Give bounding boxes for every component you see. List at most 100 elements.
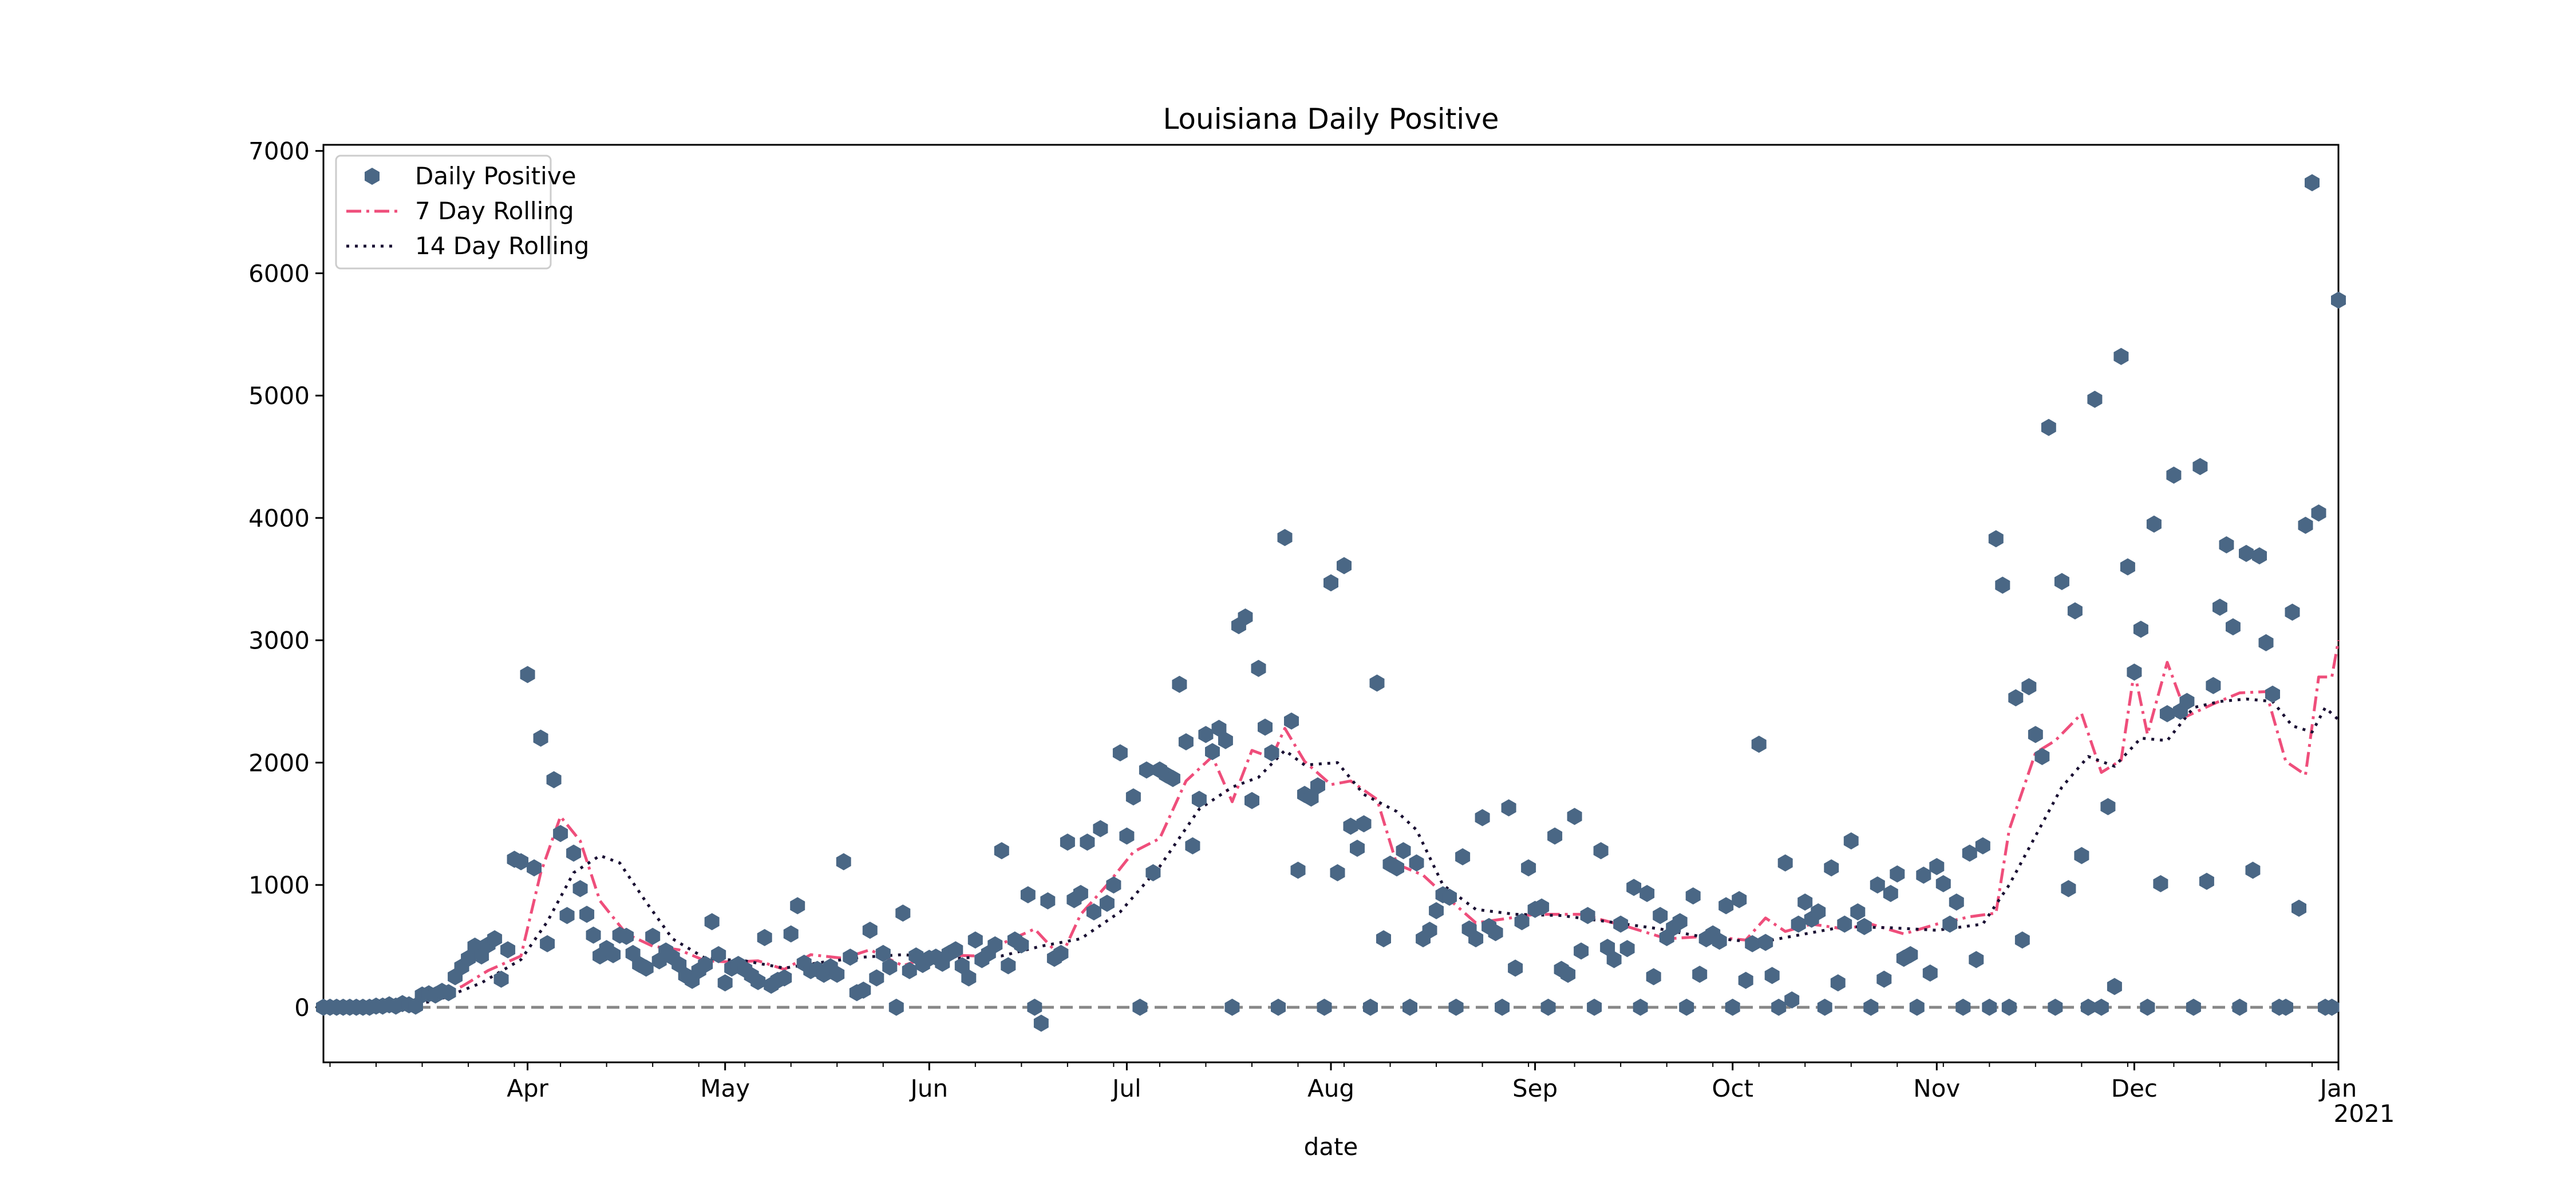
daily-positive-point bbox=[882, 958, 898, 976]
daily-positive-point bbox=[1685, 887, 1701, 905]
daily-positive-point bbox=[1053, 944, 1069, 962]
daily-positive-point bbox=[546, 771, 562, 789]
daily-positive-point bbox=[1587, 998, 1602, 1016]
daily-positive-point bbox=[2199, 872, 2214, 890]
daily-positive-point bbox=[2291, 899, 2306, 917]
x-tick-sublabel: 2021 bbox=[2334, 1100, 2395, 1128]
daily-positive-point bbox=[1600, 939, 1615, 956]
daily-positive-point bbox=[579, 906, 595, 923]
daily-positive-point bbox=[1027, 998, 1042, 1016]
x-tick-label: Nov bbox=[1913, 1074, 1960, 1102]
daily-positive-point bbox=[1935, 875, 1951, 892]
daily-positive-point bbox=[645, 927, 661, 945]
daily-positive-point bbox=[1890, 865, 1905, 883]
y-tick-label: 1000 bbox=[248, 871, 310, 899]
daily-positive-point bbox=[829, 966, 845, 983]
daily-positive-point bbox=[1758, 934, 1773, 951]
daily-positive-point bbox=[869, 969, 884, 987]
daily-positive-point bbox=[1271, 998, 1286, 1016]
daily-positive-point bbox=[704, 913, 720, 931]
daily-positive-point bbox=[1606, 951, 1622, 968]
daily-positive-point bbox=[1145, 864, 1161, 881]
daily-positive-point bbox=[461, 950, 476, 967]
daily-positive-point bbox=[783, 925, 799, 943]
daily-positive-point bbox=[1080, 833, 1095, 851]
daily-positive-point bbox=[2278, 998, 2293, 1016]
daily-positive-point bbox=[1402, 998, 1417, 1016]
daily-positive-point bbox=[1534, 898, 1550, 916]
daily-positive-point bbox=[2127, 663, 2142, 681]
daily-positive-point bbox=[2245, 861, 2261, 879]
daily-positive-point bbox=[572, 880, 588, 897]
daily-positive-point bbox=[1712, 932, 1727, 950]
daily-positive-point bbox=[1922, 964, 1938, 982]
daily-positive-point bbox=[2298, 516, 2313, 534]
daily-positive-point bbox=[1198, 726, 1214, 744]
daily-positive-point bbox=[2113, 347, 2129, 365]
daily-positive-point bbox=[902, 962, 917, 979]
daily-positive-point bbox=[638, 959, 654, 977]
daily-positive-point bbox=[2179, 693, 2195, 710]
daily-positive-point bbox=[1856, 918, 1872, 935]
daily-positive-point bbox=[1653, 907, 1668, 924]
daily-positive-point bbox=[1303, 789, 1319, 807]
daily-positive-point bbox=[1824, 859, 1839, 877]
daily-positive-point bbox=[1376, 930, 1391, 948]
daily-positive-point bbox=[2219, 536, 2234, 553]
daily-positive-point bbox=[2133, 620, 2148, 638]
daily-positive-point bbox=[1580, 907, 1595, 924]
y-tick-label: 4000 bbox=[248, 504, 310, 532]
daily-positive-point bbox=[2087, 390, 2103, 408]
daily-positive-point bbox=[1929, 858, 1945, 875]
x-axis-title: date bbox=[1304, 1133, 1358, 1161]
daily-positive-point bbox=[875, 944, 891, 962]
daily-positive-point bbox=[1172, 675, 1187, 693]
x-tick-label: Jan bbox=[2318, 1074, 2357, 1102]
plot-frame bbox=[322, 144, 2340, 1063]
daily-positive-point bbox=[1211, 719, 1227, 737]
series-layer bbox=[316, 174, 2346, 1032]
daily-positive-point bbox=[1475, 809, 1490, 827]
daily-positive-point bbox=[757, 929, 772, 946]
daily-positive-point bbox=[1837, 915, 1852, 933]
daily-positive-point bbox=[2206, 677, 2221, 694]
daily-positive-point bbox=[566, 844, 582, 862]
daily-positive-point bbox=[606, 946, 621, 963]
daily-positive-point bbox=[487, 930, 503, 948]
daily-positive-point bbox=[1218, 732, 1233, 749]
daily-positive-point bbox=[1343, 817, 1358, 835]
x-tick-label: Sep bbox=[1512, 1074, 1558, 1102]
daily-positive-point bbox=[1679, 998, 1694, 1016]
daily-positive-point bbox=[862, 922, 878, 939]
daily-positive-point bbox=[948, 941, 963, 959]
daily-positive-point bbox=[533, 729, 548, 747]
daily-positive-point bbox=[1191, 790, 1207, 808]
daily-positive-point bbox=[493, 970, 509, 988]
daily-positive-point bbox=[1112, 744, 1128, 762]
daily-positive-point bbox=[1791, 915, 1806, 933]
daily-positive-point bbox=[2159, 705, 2175, 722]
x-tick-label: May bbox=[700, 1074, 750, 1102]
daily-positive-point bbox=[1560, 966, 1576, 983]
daily-positive-point bbox=[1495, 998, 1510, 1016]
daily-positive-point bbox=[1942, 915, 1958, 933]
daily-positive-point bbox=[1751, 736, 1767, 753]
daily-positive-point bbox=[2067, 602, 2083, 620]
daily-positive-point bbox=[1540, 998, 1556, 1016]
daily-positive-point bbox=[2324, 998, 2340, 1016]
daily-positive-point bbox=[1139, 761, 1154, 779]
daily-positive-point bbox=[2041, 418, 2056, 436]
daily-positive-point bbox=[1903, 946, 1918, 963]
daily-positive-point bbox=[1988, 530, 2004, 548]
daily-positive-point bbox=[1119, 827, 1135, 845]
daily-positive-point bbox=[1488, 924, 1503, 942]
daily-positive-point bbox=[836, 853, 851, 871]
daily-positive-point bbox=[2192, 458, 2208, 476]
daily-positive-point bbox=[1672, 913, 1688, 931]
daily-positive-point bbox=[2061, 880, 2076, 897]
daily-positive-point bbox=[1178, 733, 1194, 750]
daily-positive-point bbox=[1317, 998, 1332, 1016]
daily-positive-point bbox=[2311, 504, 2326, 522]
daily-positive-point bbox=[1185, 837, 1200, 855]
